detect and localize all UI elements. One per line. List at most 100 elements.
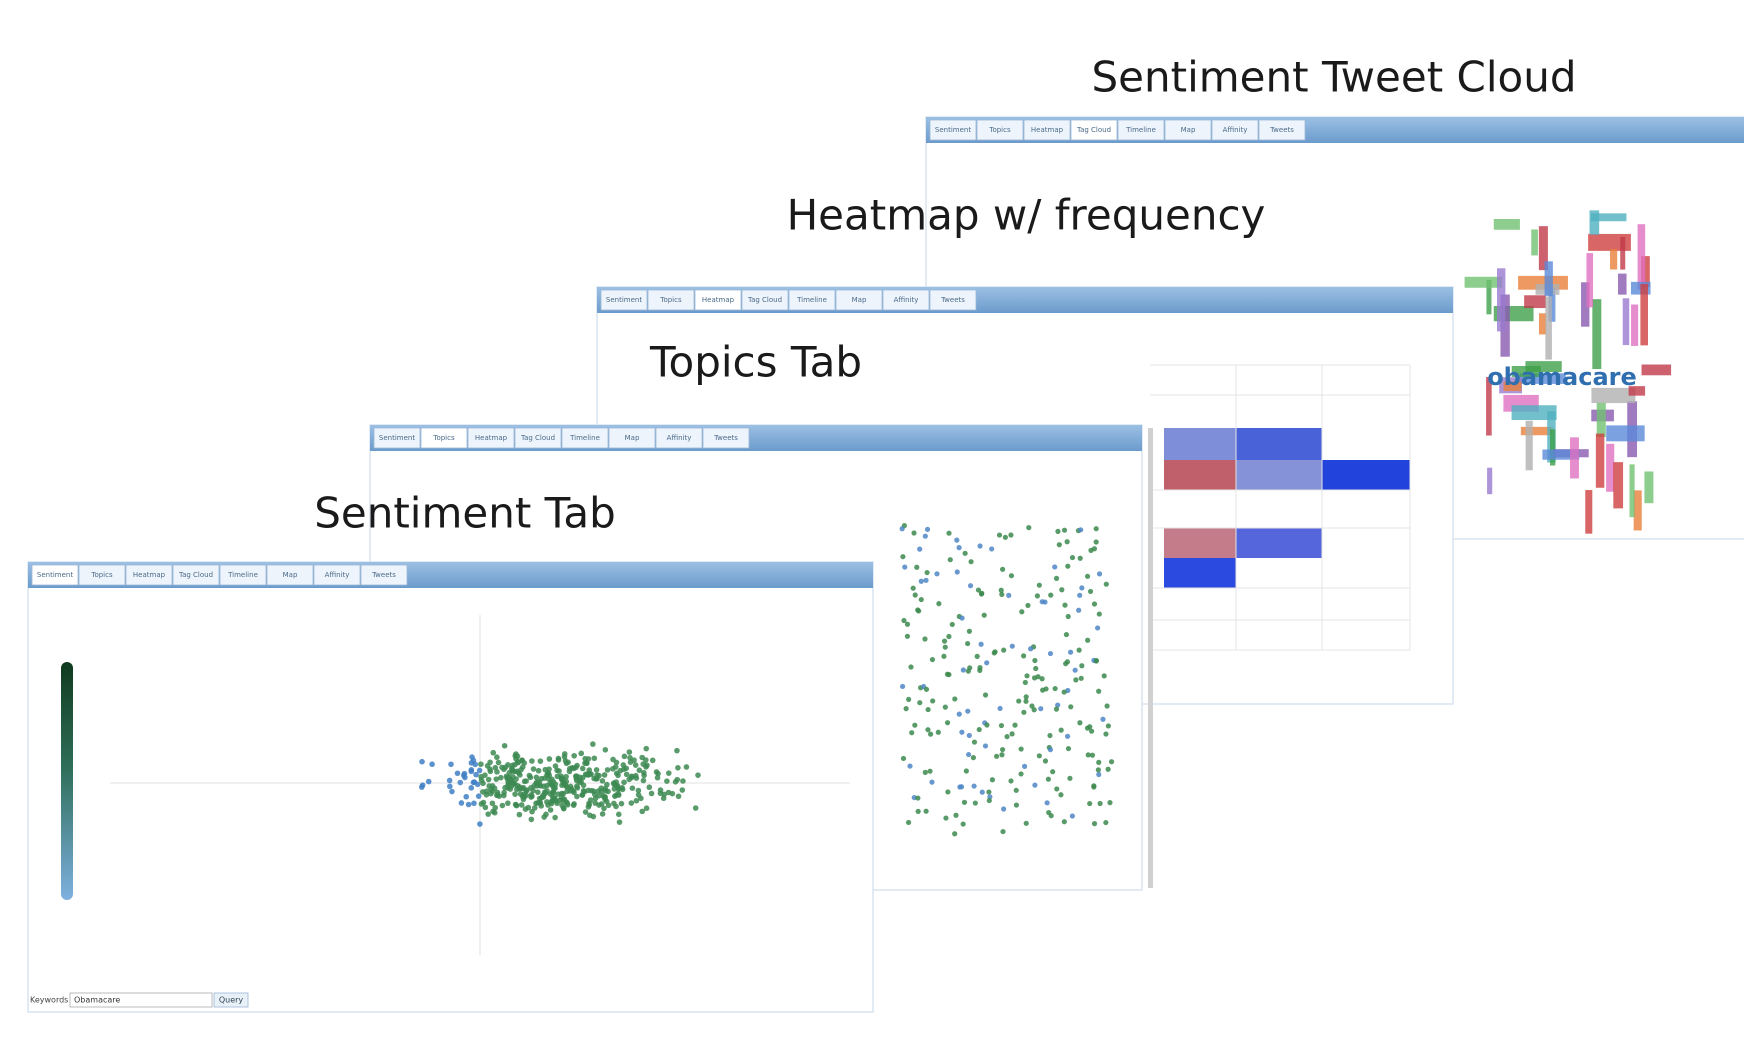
query-button[interactable] bbox=[213, 992, 249, 1008]
topic-dot bbox=[974, 653, 980, 659]
tab-label: Tweets bbox=[940, 296, 965, 304]
topic-dot bbox=[1073, 677, 1079, 683]
topic-dot bbox=[1091, 546, 1098, 552]
topic-dot bbox=[1103, 731, 1109, 737]
topic-dot bbox=[934, 571, 940, 577]
sentiment-dot bbox=[615, 811, 622, 818]
topic-dot bbox=[962, 550, 968, 556]
sentiment-dot bbox=[580, 788, 587, 794]
topic-dot bbox=[918, 578, 924, 584]
topic-dot bbox=[956, 711, 962, 717]
sentiment-dot bbox=[618, 800, 625, 807]
topic-dot bbox=[1105, 766, 1111, 772]
sentiment-dot bbox=[475, 793, 482, 799]
topic-dot bbox=[1085, 637, 1091, 643]
cloud-word bbox=[1622, 298, 1630, 346]
topic-dot bbox=[1056, 542, 1062, 548]
topic-dot bbox=[1047, 650, 1054, 657]
tab-label: Topics bbox=[90, 571, 113, 579]
topic-dot bbox=[922, 533, 928, 539]
topic-dot bbox=[1061, 819, 1067, 825]
topic-dot bbox=[946, 530, 952, 536]
topic-dot bbox=[1047, 732, 1053, 739]
sentiment-dot bbox=[556, 768, 562, 774]
topic-dot bbox=[927, 768, 933, 774]
cloud-word bbox=[1486, 377, 1492, 436]
topic-dot bbox=[905, 819, 912, 826]
sentiment-dot bbox=[462, 774, 468, 781]
sentiment-dot bbox=[502, 784, 508, 791]
sentiment-dot bbox=[476, 767, 483, 774]
search-input[interactable] bbox=[69, 992, 213, 1008]
sentiment-dot bbox=[636, 767, 643, 774]
topic-dot bbox=[1027, 646, 1034, 652]
sentiment-dot bbox=[458, 800, 465, 806]
tab-label: Tag Cloud bbox=[1076, 126, 1111, 134]
topic-dot bbox=[901, 617, 907, 624]
topic-dot bbox=[917, 700, 923, 706]
cloud-word bbox=[1606, 443, 1615, 492]
topic-dot bbox=[1032, 657, 1038, 664]
topic-dot bbox=[1053, 706, 1060, 712]
sentiment-dot bbox=[587, 797, 594, 803]
topic-dot bbox=[996, 532, 1003, 538]
tab-label: Topics bbox=[988, 126, 1011, 134]
cloud-word bbox=[1641, 364, 1672, 376]
cloud-word bbox=[1581, 282, 1590, 327]
sentiment-dot bbox=[638, 795, 644, 802]
cloud-word bbox=[1503, 381, 1522, 392]
sentiment-dot bbox=[449, 788, 455, 795]
topic-dot bbox=[968, 559, 974, 565]
topic-dot bbox=[1095, 767, 1101, 773]
sentiment-dot bbox=[646, 784, 653, 791]
tab-label: Map bbox=[283, 571, 298, 579]
topic-dot bbox=[1021, 653, 1027, 659]
cloud-word bbox=[1464, 276, 1503, 288]
topic-dot bbox=[1008, 532, 1014, 538]
topic-dot bbox=[903, 706, 909, 712]
panel-title: Heatmap w/ frequency bbox=[787, 191, 1266, 240]
sentiment-dot bbox=[613, 792, 619, 799]
sentiment-dot bbox=[643, 805, 650, 812]
topic-dot bbox=[954, 569, 960, 575]
topic-dot bbox=[1096, 611, 1102, 617]
topic-dot bbox=[923, 577, 929, 583]
cloud-word bbox=[1640, 284, 1648, 346]
topic-dot bbox=[902, 564, 908, 570]
sentiment-dot bbox=[615, 785, 622, 792]
topic-dot bbox=[965, 640, 971, 647]
cloud-word bbox=[1497, 268, 1506, 332]
topic-dot bbox=[986, 789, 992, 795]
sentiment-dot bbox=[468, 785, 475, 791]
cloud-word bbox=[1589, 210, 1600, 235]
sentiment-dot bbox=[643, 757, 649, 763]
topic-dot bbox=[1077, 555, 1083, 561]
tab bbox=[976, 119, 1024, 141]
topic-dot bbox=[1008, 778, 1014, 784]
topic-dot bbox=[971, 739, 978, 745]
topic-dot bbox=[960, 821, 966, 827]
panel-title: Sentiment Tab bbox=[314, 489, 616, 538]
sentiment-dot bbox=[574, 793, 580, 800]
topic-dot bbox=[1091, 784, 1097, 790]
sentiment-dot bbox=[521, 778, 528, 785]
topic-dot bbox=[1055, 702, 1061, 708]
tab-label: Heatmap bbox=[702, 296, 735, 304]
topic-dot bbox=[915, 795, 921, 801]
sentiment-dot bbox=[516, 811, 523, 818]
topic-dot bbox=[981, 612, 987, 618]
sentiment-dot bbox=[542, 766, 549, 773]
topic-dot bbox=[1107, 800, 1113, 806]
sentiment-dot bbox=[571, 752, 577, 759]
topic-dot bbox=[1072, 667, 1078, 673]
topic-dot bbox=[910, 585, 916, 591]
cloud-word bbox=[1520, 426, 1553, 436]
sentiment-dot bbox=[648, 790, 655, 797]
sentiment-dot bbox=[590, 813, 597, 820]
sentiment-dot bbox=[521, 791, 527, 798]
topic-dot bbox=[1059, 587, 1065, 593]
topic-dot bbox=[1036, 753, 1042, 759]
topic-dot bbox=[1032, 782, 1038, 788]
cloud-word bbox=[1595, 433, 1605, 488]
topic-dot bbox=[1094, 625, 1101, 631]
